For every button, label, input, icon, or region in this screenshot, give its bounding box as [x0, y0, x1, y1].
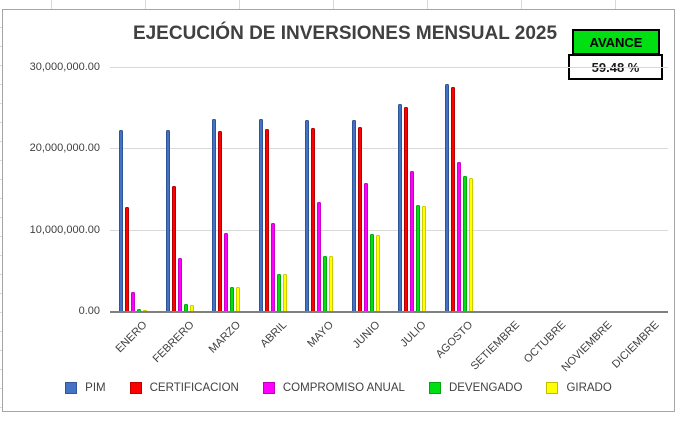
legend-color-swatch-icon — [129, 382, 142, 394]
legend-color-swatch-icon — [428, 382, 441, 394]
bar-compromiso-anual — [410, 171, 415, 311]
chart-legend: PIM CERTIFICACION COMPROMISO ANUAL DEVENGAD… — [3, 382, 674, 394]
legend-label: DEVENGADO — [448, 382, 523, 394]
gridline — [110, 229, 668, 231]
bar-devengado — [369, 233, 374, 311]
x-axis-month-label: JUNIO — [350, 319, 383, 351]
bar-certificacion — [171, 185, 176, 311]
legend-label: CERTIFICACION — [149, 382, 239, 394]
x-axis-labels: ENERO FEBRERO MARZO ABRIL MAYO JUNIO JULIO AGOS… — [110, 313, 668, 383]
bar-devengado — [137, 308, 142, 311]
bar-pim — [165, 130, 170, 311]
legend-label: PIM — [85, 382, 106, 394]
legend-color-swatch-icon — [546, 382, 559, 394]
bar-girado — [375, 234, 380, 311]
month-bar-cluster — [444, 84, 473, 311]
legend-item: GIRADO — [546, 382, 612, 394]
legend-color-swatch-icon — [65, 382, 78, 394]
legend-item: PIM — [65, 382, 106, 394]
worksheet-gridline-sliver-top — [0, 0, 677, 9]
bar-pim — [258, 119, 263, 311]
bar-pim — [444, 84, 449, 311]
legend-item: CERTIFICACION — [129, 382, 239, 394]
y-axis-tick-label: 0.00 — [78, 305, 100, 317]
x-axis-month-label: ENERO — [113, 319, 150, 356]
y-axis-tick-label: 10,000,000.00 — [29, 223, 100, 236]
bar-certificacion — [311, 128, 316, 311]
month-bar-cluster — [351, 119, 380, 311]
bar-compromiso-anual — [317, 202, 322, 311]
bar-devengado — [276, 274, 281, 311]
gridline — [110, 148, 668, 150]
bar-compromiso-anual — [363, 183, 368, 311]
y-axis-tick-label: 20,000,000.00 — [29, 142, 100, 155]
worksheet-gridline-sliver-left — [0, 9, 2, 412]
bar-devengado — [462, 176, 467, 311]
bar-certificacion — [264, 128, 269, 311]
bar-compromiso-anual — [456, 162, 461, 311]
x-axis-month-label: MAYO — [304, 319, 336, 350]
bar-compromiso-anual — [270, 223, 275, 311]
bar-pim — [398, 104, 403, 311]
bar-certificacion — [404, 106, 409, 311]
avance-header-cell: AVANCE — [572, 29, 660, 55]
bar-devengado — [183, 304, 188, 311]
bar-devengado — [416, 205, 421, 311]
bar-girado — [236, 286, 241, 311]
month-bar-cluster — [212, 119, 241, 311]
x-axis-month-label: ABRIL — [258, 319, 290, 350]
bar-girado — [468, 177, 473, 311]
bar-pim — [305, 119, 310, 311]
bar-girado — [282, 273, 287, 311]
x-axis-month-label: FEBRERO — [150, 319, 197, 366]
y-axis-tick-label: 30,000,000.00 — [29, 61, 100, 73]
gridline — [110, 67, 668, 68]
bar-girado — [143, 310, 148, 311]
x-axis-month-label: SETIEMBRE — [468, 319, 522, 373]
bar-certificacion — [450, 87, 455, 311]
bar-compromiso-anual — [224, 232, 229, 311]
chart-title: EJECUCIÓN DE INVERSIONES MENSUAL 2025 — [132, 23, 558, 44]
month-bar-cluster — [119, 130, 148, 311]
x-axis-month-label: DICIEMBRE — [609, 319, 662, 371]
month-bar-cluster — [398, 104, 427, 311]
month-bar-cluster — [258, 119, 287, 311]
bar-devengado — [230, 286, 235, 311]
bar-pim — [119, 130, 124, 311]
legend-color-swatch-icon — [262, 382, 275, 394]
bar-certificacion — [218, 131, 223, 311]
legend-label: COMPROMISO ANUAL — [282, 382, 405, 394]
bar-girado — [329, 255, 334, 311]
x-axis-month-label: AGOSTO — [433, 319, 476, 361]
month-bar-cluster — [305, 119, 334, 311]
bar-compromiso-anual — [177, 258, 182, 311]
bar-compromiso-anual — [131, 292, 136, 311]
bar-certificacion — [125, 206, 130, 311]
plot-area — [110, 67, 668, 313]
chart-frame: EJECUCIÓN DE INVERSIONES MENSUAL 2025 AV… — [2, 9, 675, 412]
bar-girado — [189, 304, 194, 311]
x-axis-month-label: JULIO — [398, 319, 429, 350]
legend-item: COMPROMISO ANUAL — [262, 382, 405, 394]
legend-item: DEVENGADO — [428, 382, 523, 394]
bar-pim — [212, 119, 217, 311]
bar-certificacion — [357, 127, 362, 311]
legend-label: GIRADO — [566, 382, 612, 394]
bar-devengado — [323, 255, 328, 311]
x-axis-month-label: OCTUBRE — [521, 319, 569, 366]
month-bar-cluster — [165, 130, 194, 311]
bar-pim — [351, 119, 356, 311]
x-axis-month-label: MARZO — [206, 319, 243, 356]
bar-girado — [422, 206, 427, 311]
